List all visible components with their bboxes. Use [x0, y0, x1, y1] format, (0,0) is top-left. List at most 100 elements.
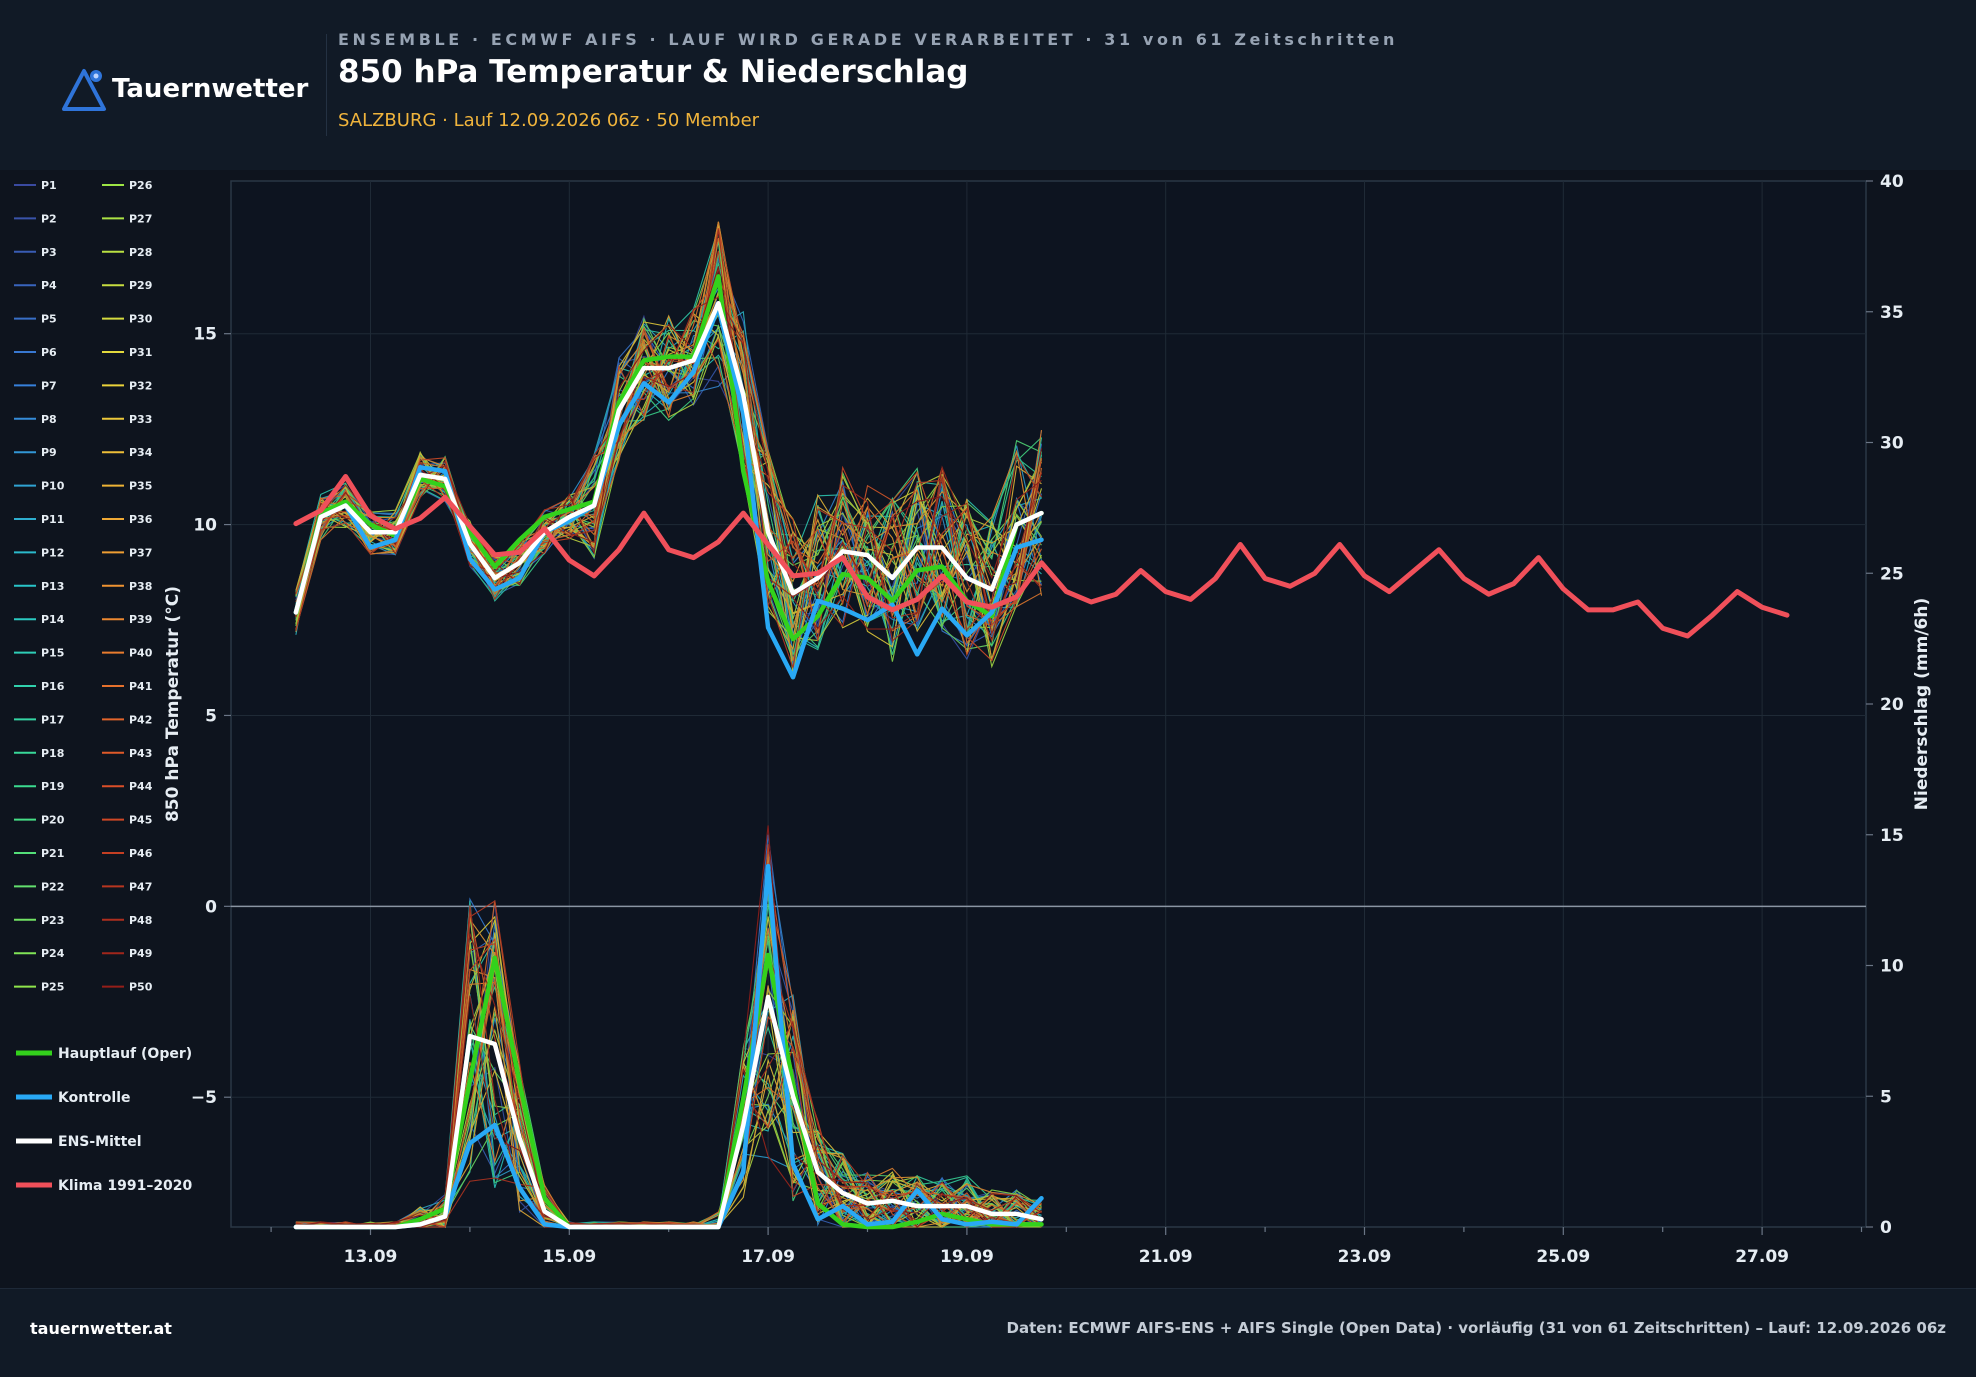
x-tick-label: 15.09: [542, 1247, 596, 1267]
legend-item-p14: P14: [14, 613, 65, 626]
x-tick-label: 21.09: [1139, 1247, 1193, 1267]
legend-item-p6: P6: [14, 346, 57, 359]
logo[interactable]: Tauernwetter: [60, 66, 308, 116]
y-right-tick-label: 15: [1880, 826, 1904, 846]
legend-label: P30: [129, 313, 153, 326]
legend-item-p37: P37: [102, 546, 152, 559]
legend-item-p25: P25: [14, 981, 64, 994]
x-tick-label: 25.09: [1536, 1247, 1590, 1267]
page-subtitle: SALZBURG · Lauf 12.09.2026 06z · 50 Memb…: [338, 110, 760, 131]
legend-item-control: Kontrolle: [16, 1090, 131, 1106]
legend-label: P23: [41, 914, 64, 927]
legend-item-p8: P8: [14, 413, 57, 426]
legend-label: P49: [129, 947, 152, 960]
y-left-axis-label: 850 hPa Temperatur (°C): [163, 586, 183, 822]
mean-precipitation-line: [293, 994, 1044, 1230]
legend-item-p5: P5: [14, 313, 57, 326]
legend-label: P16: [41, 680, 65, 693]
legend-item-p22: P22: [14, 880, 64, 893]
legend-item-p20: P20: [14, 814, 65, 827]
legend-item-p34: P34: [102, 446, 153, 459]
y-left-tick-label: 10: [193, 516, 217, 536]
legend-label: P38: [129, 580, 152, 593]
legend-item-p29: P29: [102, 279, 152, 292]
legend-item-p13: P13: [14, 580, 64, 593]
legend-label: P3: [41, 246, 57, 259]
legend-label: P12: [41, 546, 64, 559]
header: Tauernwetter ENSEMBLE · ECMWF AIFS · LAU…: [0, 0, 1976, 170]
legend-item-climate: Klima 1991–2020: [16, 1178, 193, 1194]
legend-label: P39: [129, 613, 152, 626]
legend-label: P4: [41, 279, 57, 292]
legend-label: P37: [129, 546, 152, 559]
legend-label: P25: [41, 981, 64, 994]
logo-triangle-icon: [62, 69, 106, 111]
legend-label: P24: [41, 947, 65, 960]
legend-label: P19: [41, 780, 64, 793]
legend-item-p9: P9: [14, 446, 57, 459]
legend-label: P7: [41, 379, 57, 392]
legend-item-p40: P40: [102, 647, 153, 660]
legend-item-p12: P12: [14, 546, 64, 559]
member-precipitation-line: [295, 900, 1042, 1229]
y-left-tick-label: −5: [191, 1088, 217, 1108]
legend-item-p17: P17: [14, 713, 64, 726]
legend-label: P35: [129, 480, 152, 493]
legend-label: ENS-Mittel: [58, 1134, 142, 1150]
legend-label: P1: [41, 179, 57, 192]
logo-text: Tauernwetter: [112, 74, 309, 104]
legend-item-p23: P23: [14, 914, 64, 927]
legend-item-p39: P39: [102, 613, 152, 626]
legend-label: P36: [129, 513, 153, 526]
footer-site-link[interactable]: tauernwetter.at: [30, 1319, 172, 1338]
legend-item-p10: P10: [14, 480, 65, 493]
legend-label: P8: [41, 413, 57, 426]
legend-label: P10: [41, 480, 65, 493]
legend-label: P40: [129, 647, 153, 660]
footer-data-source: Daten: ECMWF AIFS-ENS + AIFS Single (Ope…: [1006, 1319, 1947, 1337]
legend-label: P22: [41, 880, 64, 893]
mean-temperature-line: [293, 300, 1044, 615]
legend-label: P6: [41, 346, 57, 359]
legend-label: P17: [41, 713, 64, 726]
legend-item-p1: P1: [14, 179, 57, 192]
member-temperature-line: [295, 221, 1042, 651]
legend-item-mean: ENS-Mittel: [16, 1134, 142, 1150]
legend-label: P26: [129, 179, 153, 192]
legend-item-p48: P48: [102, 914, 152, 927]
legend-label: P2: [41, 212, 57, 225]
y-left-tick-label: 5: [205, 706, 217, 726]
y-right-tick-label: 40: [1880, 172, 1904, 192]
x-tick-label: 19.09: [940, 1247, 994, 1267]
y-left-tick-label: 15: [193, 325, 217, 345]
legend-label: Klima 1991–2020: [58, 1178, 193, 1194]
legend-item-p50: P50: [102, 981, 153, 994]
legend-item-p36: P36: [102, 513, 153, 526]
y-right-axis-label: Niederschlag (mm/6h): [1912, 598, 1932, 810]
legend-label: P42: [129, 713, 152, 726]
legend-item-oper: Hauptlauf (Oper): [16, 1046, 192, 1062]
ensemble-chart: 13.09 15.09 17.09 19.09 21.09 23.09 25.09 27.09…: [14, 172, 1932, 1267]
legend-item-p47: P47: [102, 880, 152, 893]
legend-label: P21: [41, 847, 64, 860]
legend-item-p7: P7: [14, 379, 57, 392]
legend-item-p16: P16: [14, 680, 65, 693]
y-right-tick-label: 35: [1880, 303, 1904, 323]
legend-item-p45: P45: [102, 814, 152, 827]
legend-item-p32: P32: [102, 379, 152, 392]
legend-item-p27: P27: [102, 212, 152, 225]
x-tick-label: 27.09: [1735, 1247, 1789, 1267]
legend-label: P33: [129, 413, 152, 426]
legend-label: P50: [129, 981, 153, 994]
legend-label: P43: [129, 747, 152, 760]
legend-item-p44: P44: [102, 780, 153, 793]
y-right-tick-label: 10: [1880, 957, 1904, 977]
legend-label: P47: [129, 880, 152, 893]
legend-item-p3: P3: [14, 246, 57, 259]
legend-item-p33: P33: [102, 413, 152, 426]
legend-label: Hauptlauf (Oper): [58, 1046, 192, 1062]
page-title: 850 hPa Temperatur & Niederschlag: [338, 54, 969, 90]
legend-label: P31: [129, 346, 152, 359]
legend-label: P41: [129, 680, 152, 693]
legend-label: P14: [41, 613, 65, 626]
